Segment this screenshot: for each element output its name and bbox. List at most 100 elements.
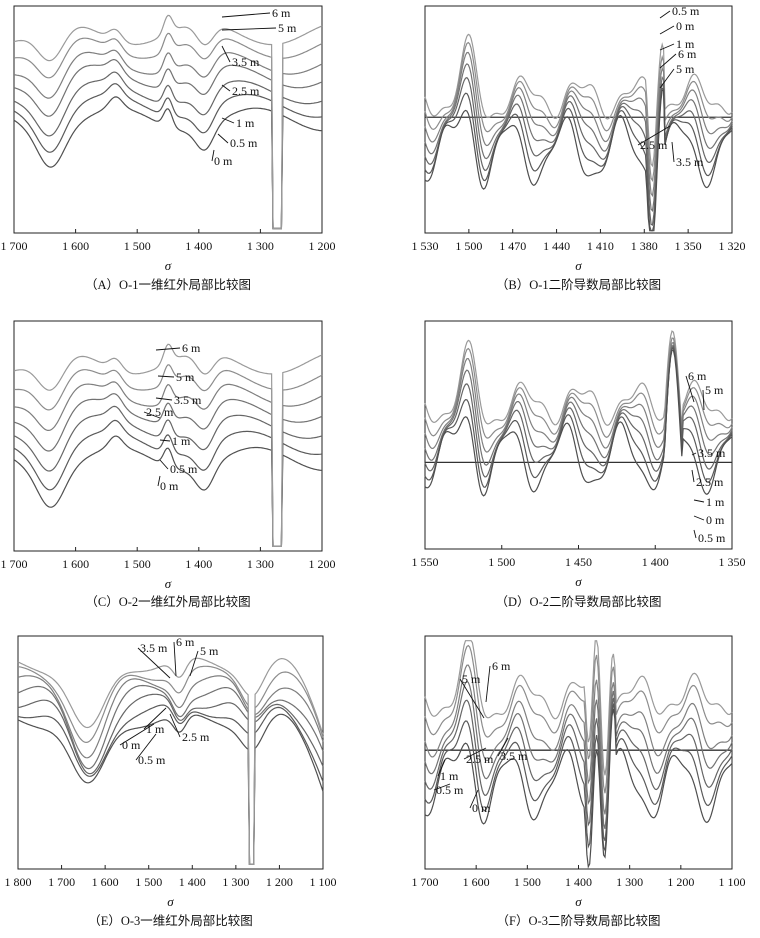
x-tick-label: 1 500 bbox=[514, 875, 541, 889]
x-tick-label: 1 350 bbox=[719, 555, 746, 569]
annotation-arrow bbox=[671, 141, 675, 163]
annotation-arrow bbox=[637, 125, 671, 146]
annotation-label: 0 m bbox=[472, 801, 491, 815]
series-line-5m bbox=[13, 364, 323, 547]
series-line-6m bbox=[424, 644, 733, 794]
x-axis-label: σ bbox=[167, 894, 174, 909]
annotation-arrow bbox=[459, 678, 485, 719]
x-axis-label: σ bbox=[575, 258, 582, 273]
x-tick-label: 1 700 bbox=[1, 557, 28, 571]
annotation-label: 0 m bbox=[706, 513, 725, 527]
x-tick-label: 1 600 bbox=[62, 239, 89, 253]
annotation-label: 0 m bbox=[214, 154, 233, 168]
annotation-arrow bbox=[691, 469, 695, 483]
annotation-label: 6 m bbox=[678, 47, 697, 61]
annotation-arrow bbox=[693, 529, 697, 539]
annotation-label: 2.5 m bbox=[466, 752, 494, 766]
series-line-6m bbox=[17, 657, 324, 865]
annotation-arrow bbox=[437, 759, 446, 777]
panel-caption: （D）O-2二阶导数局部比较图 bbox=[496, 594, 662, 609]
x-tick-label: 1 550 bbox=[412, 555, 439, 569]
annotation-arrow bbox=[155, 347, 181, 351]
annotation-label: 0.5 m bbox=[672, 4, 700, 18]
x-tick-label: 1 500 bbox=[124, 239, 151, 253]
series-line-05m bbox=[424, 33, 733, 168]
x-tick-label: 1 320 bbox=[719, 239, 746, 253]
annotation-arrow bbox=[221, 27, 277, 31]
annotation-label: 5 m bbox=[200, 644, 219, 658]
series-line-25m bbox=[17, 684, 324, 865]
series-line-6m bbox=[424, 63, 733, 213]
annotation-arrow bbox=[143, 707, 167, 730]
x-tick-label: 1 300 bbox=[222, 875, 249, 889]
series-line-5m bbox=[424, 76, 733, 226]
annotation-arrow bbox=[693, 515, 705, 521]
annotation-arrow bbox=[463, 747, 487, 760]
annotation-arrow bbox=[217, 133, 229, 144]
series-line-35m bbox=[424, 664, 733, 815]
series-line-5m bbox=[17, 665, 324, 865]
annotation-label: 3.5 m bbox=[140, 641, 168, 655]
series-line-05m bbox=[17, 704, 324, 865]
series-line-25m bbox=[13, 393, 323, 547]
x-tick-label: 1 410 bbox=[587, 239, 614, 253]
annotation-label: 1 m bbox=[440, 769, 459, 783]
panel-caption: （A）O-1一维红外局部比较图 bbox=[85, 277, 251, 292]
annotation-arrow bbox=[659, 43, 675, 51]
x-tick-label: 1 500 bbox=[455, 239, 482, 253]
series-line-5m bbox=[424, 337, 733, 439]
annotation-arrow bbox=[119, 723, 155, 746]
x-tick-label: 1 100 bbox=[719, 875, 746, 889]
annotation-arrow bbox=[173, 641, 177, 677]
annotation-arrow bbox=[469, 789, 479, 809]
series-line-1m bbox=[17, 693, 324, 865]
x-tick-label: 1 440 bbox=[543, 239, 570, 253]
x-tick-label: 1 700 bbox=[1, 239, 28, 253]
x-tick-label: 1 600 bbox=[92, 875, 119, 889]
x-tick-label: 1 350 bbox=[675, 239, 702, 253]
x-tick-label: 1 500 bbox=[135, 875, 162, 889]
x-tick-label: 1 800 bbox=[5, 875, 32, 889]
x-tick-label: 1 100 bbox=[310, 875, 337, 889]
annotation-label: 1 m bbox=[146, 722, 165, 736]
annotation-arrow bbox=[659, 10, 671, 19]
plot-frame bbox=[17, 635, 324, 870]
series-line-05m bbox=[424, 703, 733, 853]
series-line-25m bbox=[13, 58, 323, 230]
series-line-1m bbox=[13, 405, 323, 547]
series-line-5m bbox=[424, 640, 733, 776]
annotation-arrow bbox=[693, 499, 705, 503]
x-tick-label: 1 600 bbox=[62, 557, 89, 571]
x-axis-label: σ bbox=[575, 894, 582, 909]
annotation-label: 6 m bbox=[182, 341, 201, 355]
annotation-arrow bbox=[433, 783, 451, 791]
annotation-label: 2.5 m bbox=[146, 405, 174, 419]
annotation-label: 0.5 m bbox=[230, 136, 258, 150]
annotation-arrow bbox=[221, 84, 231, 92]
annotation-arrow bbox=[169, 713, 181, 738]
x-tick-label: 1 300 bbox=[247, 557, 274, 571]
annotation-label: 1 m bbox=[172, 434, 191, 448]
panel-caption: （F）O-3二阶导数局部比较图 bbox=[497, 913, 661, 928]
x-tick-label: 1 400 bbox=[179, 875, 206, 889]
annotation-label: 1 m bbox=[676, 37, 695, 51]
x-tick-label: 1 300 bbox=[247, 239, 274, 253]
annotation-label: 3.5 m bbox=[698, 446, 726, 460]
annotation-arrow bbox=[659, 53, 677, 69]
annotation-arrow bbox=[159, 439, 171, 442]
x-tick-label: 1 400 bbox=[565, 875, 592, 889]
series-line-6m bbox=[13, 343, 323, 547]
panel-caption: （C）O-2一维红外局部比较图 bbox=[85, 594, 250, 609]
x-axis-label: σ bbox=[575, 574, 582, 589]
annotation-label: 0 m bbox=[676, 19, 695, 33]
series-line-5m bbox=[14, 32, 323, 230]
annotation-label: 5 m bbox=[676, 62, 695, 76]
annotation-arrow bbox=[137, 647, 171, 679]
series-line-25m bbox=[424, 87, 733, 232]
series-line-25m bbox=[424, 680, 733, 829]
annotation-label: 3.5 m bbox=[174, 393, 202, 407]
x-tick-label: 1 700 bbox=[412, 875, 439, 889]
series-line-1m bbox=[424, 51, 733, 198]
x-tick-label: 1 600 bbox=[463, 875, 490, 889]
annotation-label: 6 m bbox=[272, 6, 291, 20]
